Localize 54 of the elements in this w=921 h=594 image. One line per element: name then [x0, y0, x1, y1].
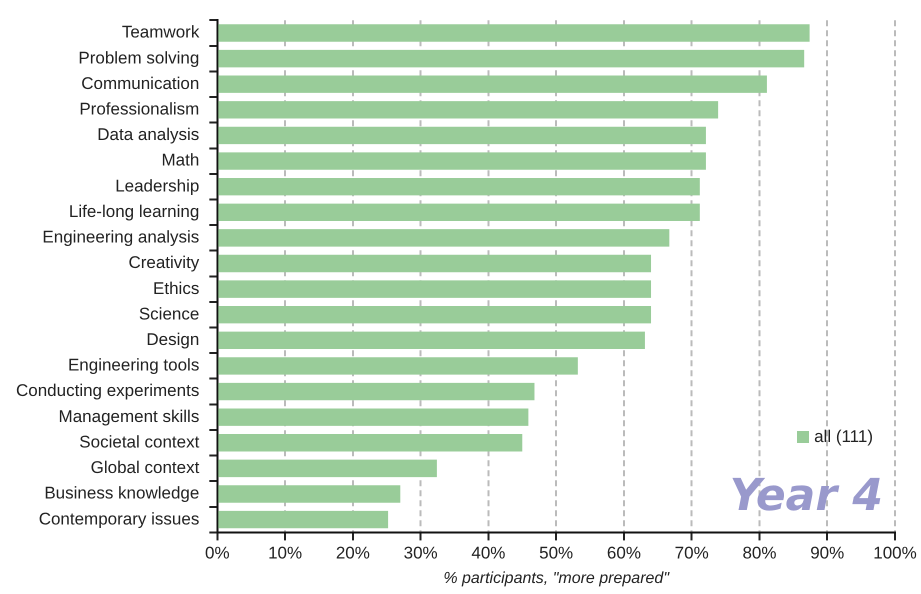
bar	[218, 254, 652, 272]
y-tick-label: Data analysis	[97, 125, 200, 144]
y-tick-label: Management skills	[58, 406, 200, 426]
y-tick-label: Professionalism	[79, 100, 200, 119]
y-tick-label: Engineering tools	[68, 356, 200, 375]
x-tick-label: 40%	[471, 543, 506, 562]
bar	[218, 485, 400, 503]
x-tick-label: 50%	[539, 543, 574, 562]
bar	[218, 24, 810, 42]
y-tick-label: Engineering analysis	[42, 228, 200, 247]
bar	[218, 510, 388, 528]
y-tick-label: Teamwork	[122, 22, 200, 42]
y-tick-label: Problem solving	[78, 48, 200, 68]
x-tick-label: 20%	[336, 543, 370, 562]
x-axis-title: % participants, "more prepared"	[443, 570, 670, 587]
legend-label: all (111)	[814, 427, 873, 448]
x-tick-label: 0%	[205, 543, 230, 562]
bar	[218, 204, 700, 221]
bar	[218, 408, 528, 426]
bar	[218, 382, 534, 400]
x-tick-label: 60%	[606, 543, 641, 562]
x-tick-label: 80%	[742, 543, 776, 562]
bar	[218, 50, 804, 68]
x-tick-label: 70%	[674, 543, 709, 562]
bar	[218, 332, 645, 350]
bar	[218, 101, 718, 119]
y-tick-label: Business knowledge	[44, 484, 200, 503]
bar	[218, 357, 578, 375]
bar	[218, 126, 706, 144]
x-tick-label: 100%	[873, 543, 917, 562]
y-tick-label: Leadership	[115, 176, 200, 196]
annotation: Year 4	[730, 470, 883, 521]
y-tick-label: Science	[138, 304, 200, 324]
y-tick-label: Conducting experiments	[16, 381, 200, 400]
y-tick-label: Communication	[81, 74, 200, 93]
bar	[218, 229, 670, 247]
bar	[218, 178, 700, 196]
x-tick-label: 90%	[810, 543, 844, 562]
x-tick-label: 30%	[404, 543, 438, 562]
y-tick-label: Math	[162, 150, 200, 170]
bar	[218, 306, 652, 324]
bar	[218, 460, 437, 478]
x-tick-label: 10%	[268, 543, 302, 562]
bar	[218, 152, 706, 170]
bar	[218, 76, 767, 93]
y-tick-label: Design	[146, 330, 200, 350]
y-tick-label: Life-long learning	[68, 202, 200, 221]
y-tick-label: Contemporary issues	[38, 509, 200, 528]
bar	[218, 434, 522, 452]
y-tick-label: Creativity	[128, 253, 200, 272]
y-tick-label: Ethics	[153, 278, 200, 298]
bar	[218, 280, 652, 298]
y-tick-label: Societal context	[79, 432, 200, 452]
y-tick-label: Global context	[90, 458, 200, 478]
